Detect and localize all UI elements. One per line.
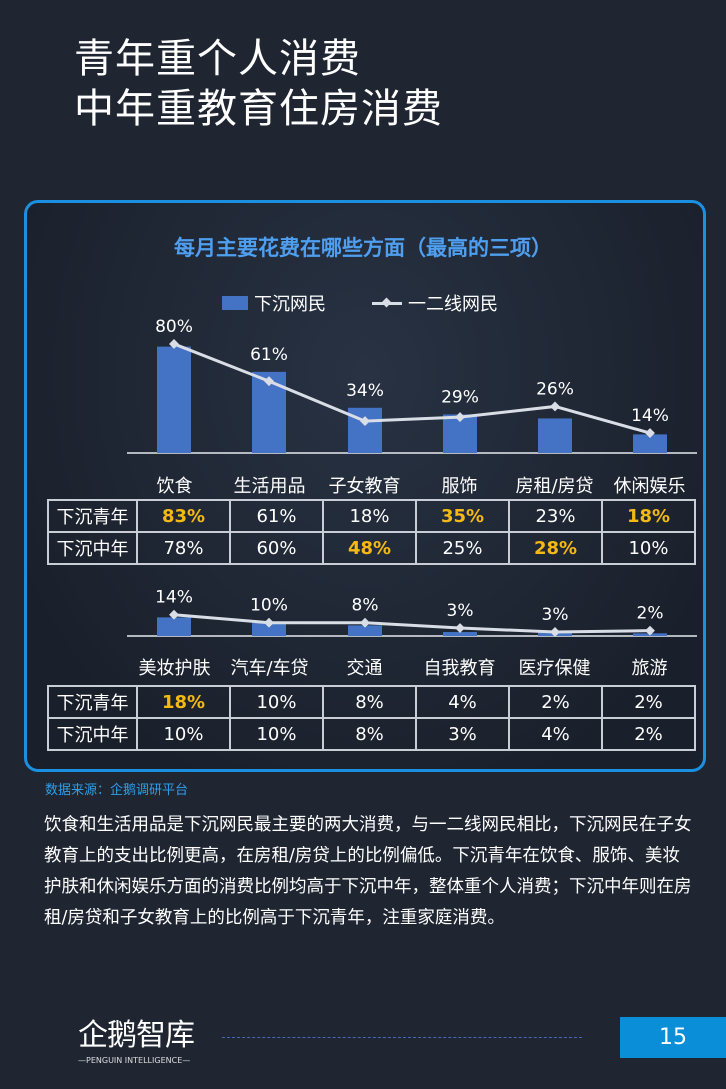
line-point	[455, 623, 465, 633]
category-label: 交通	[346, 658, 383, 679]
page-title: 青年重个人消费 中年重教育住房消费	[74, 34, 443, 134]
category-label: 旅游	[631, 658, 668, 679]
bar	[443, 632, 477, 636]
category-label: 休闲娱乐	[613, 476, 686, 497]
table-1: 下沉青年 83% 61% 18% 35% 23% 18% 下沉中年 78% 60% 48% 25% 28…	[47, 499, 696, 565]
table-cell: 25%	[415, 531, 510, 565]
data-label: 2%	[637, 604, 664, 624]
legend-line-label: 一二线网民	[408, 294, 498, 315]
category-label: 服饰	[441, 476, 478, 497]
table-cell: 23%	[508, 499, 603, 533]
data-label: 61%	[250, 345, 288, 365]
row-label: 下沉中年	[47, 531, 138, 565]
category-label: 自我教育	[423, 658, 496, 679]
table-cell: 10%	[229, 717, 324, 751]
line-point	[550, 401, 560, 412]
data-label: 10%	[250, 596, 288, 616]
table-cell: 10%	[136, 717, 231, 751]
data-label: 80%	[155, 317, 193, 337]
table-cell: 61%	[229, 499, 324, 533]
line-point	[550, 627, 560, 637]
line-point	[360, 416, 370, 427]
logo-cn: 企鹅智库	[78, 1018, 195, 1053]
legend-bar-label: 下沉网民	[254, 294, 326, 315]
category-label: 饮食	[156, 476, 193, 497]
bar	[348, 625, 382, 636]
table-cell: 35%	[415, 499, 510, 533]
table-cell: 18%	[601, 499, 696, 533]
table-cell: 3%	[415, 717, 510, 751]
bar	[538, 418, 572, 453]
data-label: 8%	[352, 596, 379, 616]
chart-panel	[24, 200, 706, 772]
bar	[157, 346, 191, 453]
table-cell: 4%	[508, 717, 603, 751]
table-cell: 48%	[322, 531, 417, 565]
table-cell: 10%	[229, 685, 324, 719]
table-cell: 2%	[601, 685, 696, 719]
category-label: 医疗保健	[518, 658, 591, 679]
data-label: 14%	[155, 588, 193, 608]
line-point	[455, 412, 465, 423]
title-line-1: 青年重个人消费	[74, 36, 361, 82]
table-cell: 2%	[601, 717, 696, 751]
category-label: 汽车/车贷	[230, 658, 309, 679]
line-point	[169, 609, 179, 620]
table-2: 下沉青年 18% 10% 8% 4% 2% 2% 下沉中年 10% 10% 8% 3% 4% 2%	[47, 685, 696, 751]
category-label: 生活用品	[233, 476, 306, 497]
table-row: 下沉中年 10% 10% 8% 3% 4% 2%	[47, 717, 696, 751]
page-number: 15	[620, 1017, 726, 1058]
category-label: 美妆护肤	[138, 658, 211, 679]
legend: 下沉网民 一二线网民	[222, 290, 498, 316]
table-cell: 10%	[601, 531, 696, 565]
line-point	[645, 428, 655, 438]
category-label: 子女教育	[328, 476, 401, 497]
body-text: 饮食和生活用品是下沉网民最主要的两大消费，与一二线网民相比，下沉网民在子女教育上…	[44, 815, 692, 928]
table-cell: 28%	[508, 531, 603, 565]
categories-2: 美妆护肤 汽车/车贷 交通 自我教育 医疗保健 旅游	[127, 654, 697, 680]
categories-1: 饮食 生活用品 子女教育 服饰 房租/房贷 休闲娱乐	[127, 472, 697, 498]
table-cell: 83%	[136, 499, 231, 533]
table-cell: 2%	[508, 685, 603, 719]
row-label: 下沉青年	[47, 499, 138, 533]
legend-line-swatch	[372, 301, 402, 305]
table-row: 下沉中年 78% 60% 48% 25% 28% 10%	[47, 531, 696, 565]
table-row: 下沉青年 18% 10% 8% 4% 2% 2%	[47, 685, 696, 719]
legend-bar-swatch	[222, 296, 248, 310]
row-label: 下沉中年	[47, 717, 138, 751]
bar	[157, 617, 191, 636]
bar	[633, 434, 667, 453]
line-point	[169, 338, 179, 349]
table-cell: 8%	[322, 685, 417, 719]
line-point	[360, 617, 370, 628]
table-cell: 8%	[322, 717, 417, 751]
line-series	[173, 613, 651, 634]
table-row: 下沉青年 83% 61% 18% 35% 23% 18%	[47, 499, 696, 533]
data-label: 29%	[441, 387, 479, 407]
line-series	[173, 342, 651, 435]
data-source: 数据来源：企鹅调研平台	[45, 783, 189, 798]
logo-en: —PENGUIN INTELLIGENCE—	[78, 1056, 191, 1065]
line-point	[264, 376, 274, 387]
bar	[252, 622, 286, 636]
table-cell: 18%	[322, 499, 417, 533]
logo: 企鹅智库 —PENGUIN INTELLIGENCE—	[78, 1010, 195, 1065]
line-point	[264, 617, 274, 628]
title-line-2: 中年重教育住房消费	[74, 86, 443, 132]
data-label: 3%	[447, 601, 474, 621]
table-cell: 60%	[229, 531, 324, 565]
line-point	[645, 625, 655, 636]
data-label: 26%	[536, 379, 574, 399]
data-label: 34%	[346, 381, 384, 401]
row-label: 下沉青年	[47, 685, 138, 719]
table-cell: 18%	[136, 685, 231, 719]
data-label: 3%	[542, 605, 569, 625]
chart-title: 每月主要花费在哪些方面（最高的三项）	[174, 236, 552, 260]
data-label: 14%	[631, 406, 669, 426]
table-cell: 78%	[136, 531, 231, 565]
category-label: 房租/房贷	[515, 476, 594, 497]
footer-divider	[222, 1037, 582, 1038]
table-cell: 4%	[415, 685, 510, 719]
